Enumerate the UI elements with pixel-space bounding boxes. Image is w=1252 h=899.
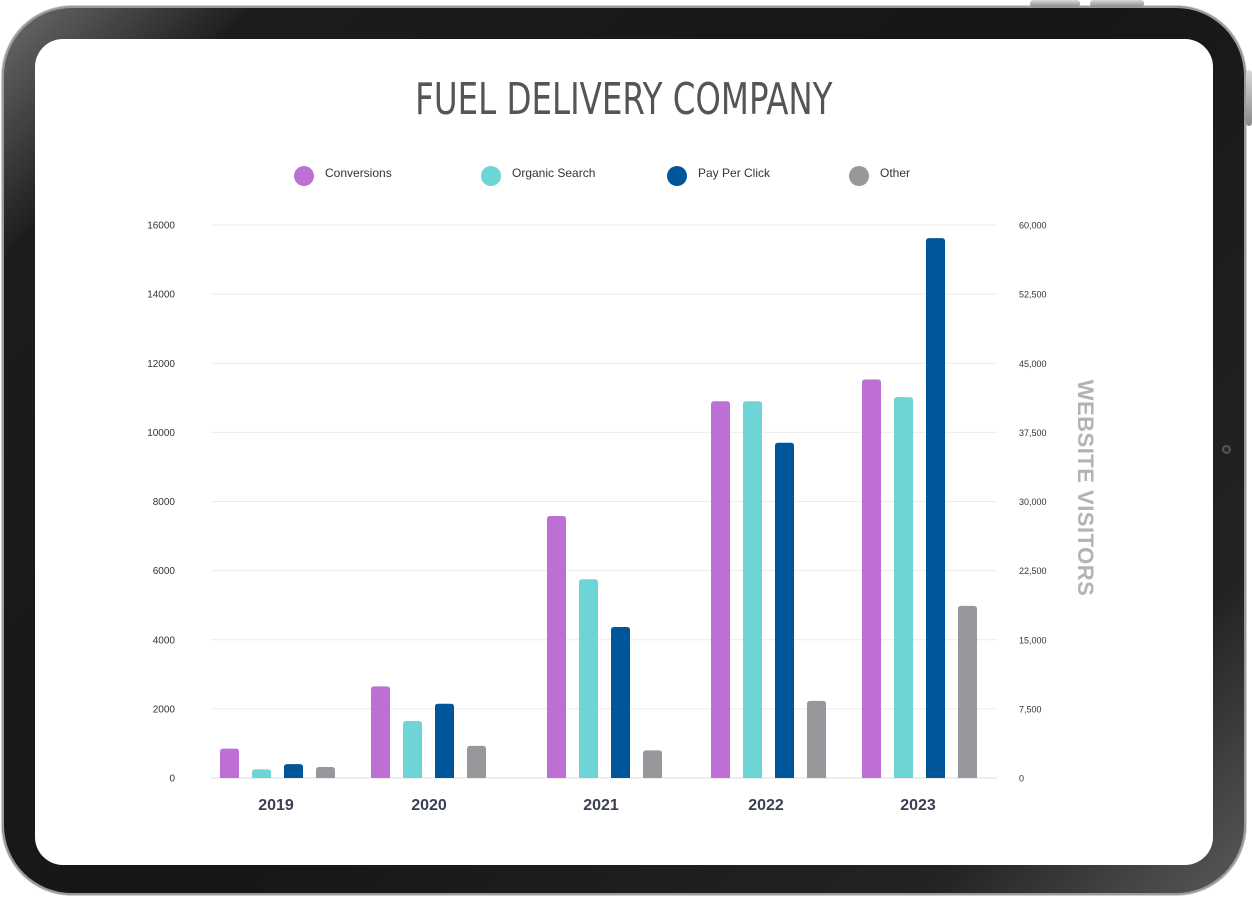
legend-label: Organic Search — [512, 166, 596, 180]
y2-tick-label: 15,000 — [1019, 635, 1047, 645]
bar-2020-organic-search — [403, 720, 422, 778]
y-tick-label: 16000 — [147, 221, 175, 232]
y2-tick-label: 22,500 — [1019, 566, 1047, 576]
power-button — [1246, 70, 1252, 126]
bar-2019-conversions — [220, 748, 239, 778]
bar-2023-pay-per-click — [926, 238, 945, 779]
legend-label: Pay Per Click — [698, 166, 771, 180]
bar-2023-other — [958, 605, 977, 778]
legend-label: Conversions — [325, 166, 392, 180]
bar-group-2019 — [220, 748, 335, 778]
chart-title: FUEL DELIVERY COMPANY — [415, 74, 833, 125]
y-tick-label: 14000 — [147, 290, 175, 301]
y-tick-label: 2000 — [153, 704, 176, 715]
bar-2020-conversions — [371, 686, 390, 778]
bar-2021-conversions — [547, 516, 566, 778]
x-category-label: 2021 — [583, 797, 619, 814]
y2-tick-label: 60,000 — [1019, 221, 1047, 231]
legend-label: Other — [880, 166, 911, 180]
y-tick-label: 10000 — [147, 428, 175, 439]
y-tick-label: 8000 — [153, 497, 176, 508]
bar-2022-other — [807, 700, 826, 778]
legend-swatch — [294, 166, 314, 186]
bar-group-2021 — [547, 516, 662, 778]
y2-tick-label: 45,000 — [1019, 359, 1047, 369]
legend-swatch — [849, 166, 869, 186]
bar-2021-pay-per-click — [611, 626, 630, 778]
camera-icon — [1222, 445, 1231, 454]
bar-2022-conversions — [711, 401, 730, 778]
bar-2019-pay-per-click — [284, 764, 303, 778]
bar-group-2022 — [711, 401, 826, 778]
bar-2020-pay-per-click — [435, 703, 454, 778]
bar-2022-organic-search — [743, 401, 762, 778]
bar-group-2020 — [371, 686, 486, 778]
x-category-label: 2019 — [258, 797, 294, 814]
volume-up-button — [1030, 0, 1080, 7]
y2-axis-title: WEBSITE VISITORS — [1073, 380, 1098, 597]
legend-swatch — [481, 166, 501, 186]
y2-tick-label: 52,500 — [1019, 290, 1047, 300]
bar-2023-organic-search — [894, 397, 913, 778]
x-category-label: 2022 — [748, 797, 784, 814]
y-tick-label: 4000 — [153, 635, 176, 646]
bar-group-2023 — [862, 238, 977, 779]
bar-2019-other — [316, 766, 335, 778]
bar-2023-conversions — [862, 379, 881, 778]
x-category-label: 2020 — [411, 797, 447, 814]
bar-2021-organic-search — [579, 579, 598, 778]
y2-tick-label: 7,500 — [1019, 704, 1042, 714]
bar-2021-other — [643, 750, 662, 778]
y2-tick-label: 37,500 — [1019, 428, 1047, 438]
y-tick-label: 0 — [169, 774, 175, 785]
x-category-label: 2023 — [900, 797, 936, 814]
bar-2020-other — [467, 745, 486, 778]
bar-2022-pay-per-click — [775, 442, 794, 778]
legend-swatch — [667, 166, 687, 186]
y-tick-label: 12000 — [147, 359, 175, 370]
y-tick-label: 6000 — [153, 566, 176, 577]
y2-tick-label: 30,000 — [1019, 497, 1047, 507]
bar-2019-organic-search — [252, 769, 271, 778]
volume-down-button — [1090, 0, 1144, 7]
y2-tick-label: 0 — [1019, 774, 1024, 784]
